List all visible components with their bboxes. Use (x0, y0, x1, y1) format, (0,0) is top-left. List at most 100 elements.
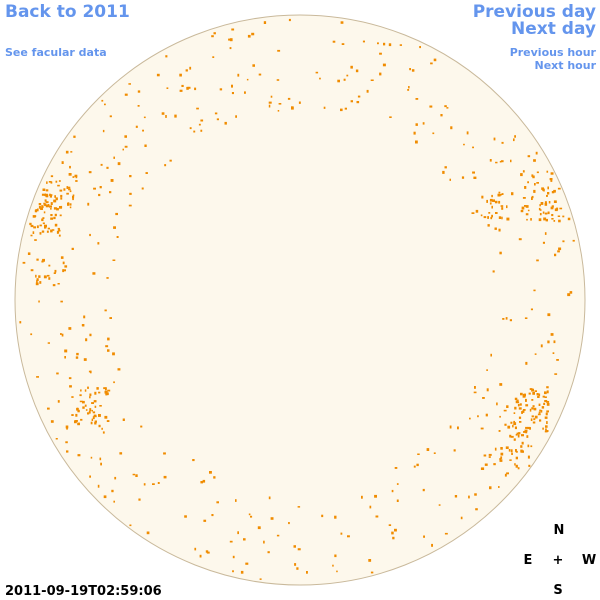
facula (48, 264, 51, 267)
facula (45, 204, 49, 208)
compass-south: S (553, 583, 562, 598)
facula (251, 32, 255, 36)
facula (92, 411, 96, 414)
facula (514, 135, 516, 138)
facula (415, 98, 419, 100)
facula (509, 319, 512, 322)
facula (48, 277, 51, 280)
facula (513, 422, 517, 426)
facular-data-link[interactable]: See facular data (5, 46, 107, 59)
facula (514, 397, 518, 400)
facula (135, 474, 138, 477)
facula (454, 495, 458, 498)
facula (473, 176, 477, 179)
facula (109, 191, 112, 194)
facula (534, 183, 536, 186)
facula (104, 103, 106, 106)
facula (527, 444, 530, 448)
facula (517, 467, 520, 470)
facula (525, 430, 528, 434)
facula (522, 395, 526, 398)
facula (491, 214, 493, 218)
facula (48, 181, 52, 183)
back-link[interactable]: Back to 2011 (5, 2, 130, 22)
facula (422, 488, 425, 492)
facula (38, 203, 42, 206)
facula (57, 400, 60, 403)
facula (532, 175, 535, 179)
next-day-link[interactable]: Next day (511, 19, 596, 39)
facula (558, 219, 561, 223)
facula (546, 421, 548, 424)
facula (482, 397, 485, 399)
facula (531, 415, 534, 418)
facula (505, 446, 509, 449)
facula (37, 208, 39, 212)
facula (515, 400, 519, 404)
facula (513, 438, 516, 441)
facula (544, 212, 548, 215)
facula (554, 373, 558, 375)
facula (521, 434, 524, 437)
facula (394, 528, 397, 532)
facula (68, 327, 72, 330)
facula (543, 217, 547, 221)
facula (538, 403, 541, 406)
facula (84, 404, 87, 407)
facula (79, 394, 82, 397)
facula (94, 420, 97, 423)
facula (491, 194, 493, 198)
facula (62, 261, 65, 265)
facula (244, 91, 246, 94)
facula (129, 192, 132, 195)
facula (540, 410, 543, 413)
facula (519, 403, 522, 406)
previous-day-link[interactable]: Previous day (473, 2, 596, 22)
facula (58, 180, 61, 182)
facula (361, 495, 363, 499)
facula (369, 505, 372, 509)
previous-hour-link[interactable]: Previous hour (510, 46, 597, 59)
facula (509, 434, 512, 438)
facula (550, 179, 553, 182)
facula (409, 68, 411, 71)
facula (297, 506, 301, 508)
facula (379, 52, 382, 55)
facula (76, 352, 79, 356)
facula (547, 192, 550, 195)
facula (477, 415, 479, 418)
facula (41, 193, 45, 196)
facula (480, 427, 484, 430)
facula (235, 115, 237, 118)
facula (525, 205, 529, 208)
facula (90, 370, 92, 374)
facula (534, 390, 537, 392)
facula (449, 425, 452, 429)
facula (527, 455, 530, 459)
facula (85, 409, 88, 411)
facula (413, 465, 416, 468)
compass-east: E (524, 553, 533, 568)
facula (542, 211, 545, 214)
facula (75, 180, 78, 182)
next-hour-link[interactable]: Next hour (535, 59, 597, 72)
facula (492, 270, 495, 273)
facula (198, 123, 201, 126)
facula (514, 426, 517, 430)
facula (515, 456, 518, 460)
facula (268, 101, 272, 104)
facula (446, 107, 449, 109)
facula (143, 483, 146, 486)
facula (64, 265, 68, 268)
facula (246, 78, 249, 81)
facula (525, 398, 527, 402)
facula (553, 340, 556, 344)
facula (323, 106, 326, 109)
facula (52, 284, 56, 287)
facula (429, 105, 433, 108)
facula (489, 486, 492, 490)
facula (200, 129, 203, 132)
facula (106, 277, 109, 279)
facula (276, 79, 280, 81)
facula (50, 194, 53, 196)
